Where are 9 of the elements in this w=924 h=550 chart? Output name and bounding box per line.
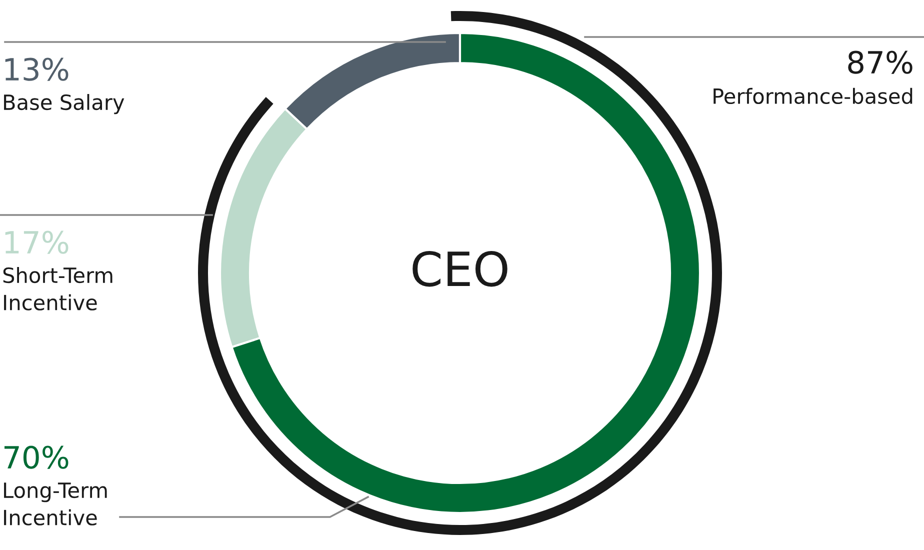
text: CEO [412, 250, 508, 287]
data-label: 13% [5, 58, 68, 81]
slice-label: Short-Term Incentive [3, 267, 112, 310]
slice-label: Base Salary [4, 94, 124, 114]
text: Performance-based [714, 88, 912, 104]
text: 87% [848, 50, 912, 74]
data-label: 17% [5, 230, 68, 254]
slice-label: Long-Term Incentive [4, 482, 107, 526]
data-label: 70% [4, 446, 68, 469]
